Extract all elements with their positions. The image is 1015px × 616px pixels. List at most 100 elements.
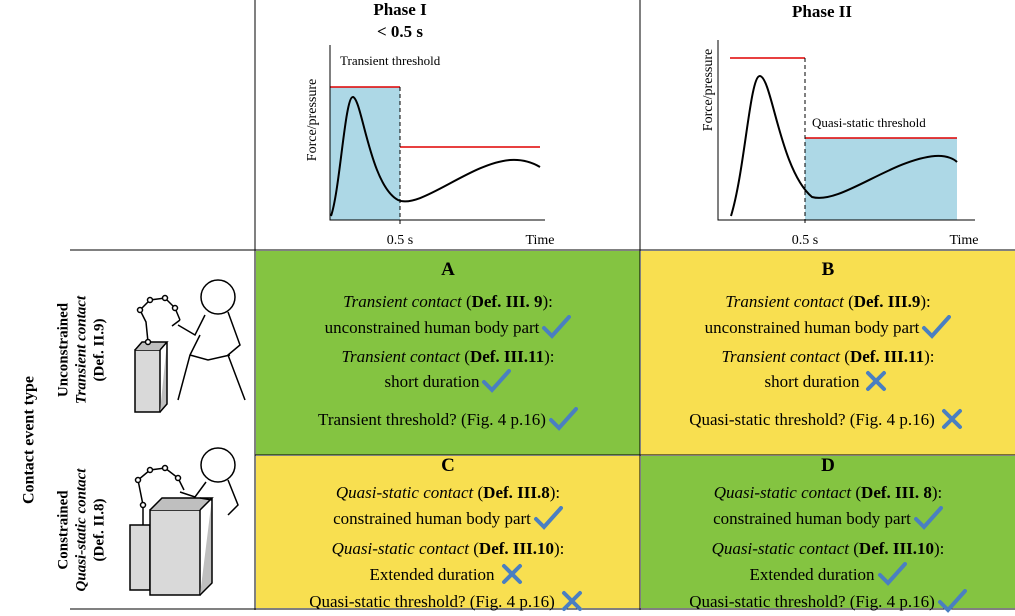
criterion-text: Extended duration: [369, 565, 494, 584]
text-line: Quasi-static threshold? (Fig. 4 p.16): [641, 589, 1015, 613]
check-mark: [533, 506, 563, 530]
criterion-text: short duration: [385, 372, 480, 391]
text-line: unconstrained human body part: [256, 315, 640, 339]
cell-letter: D: [641, 455, 1015, 477]
text-line: Transient contact (Def. III.11):: [256, 346, 640, 368]
criterion-text: unconstrained human body part: [705, 318, 920, 337]
text-line: constrained human body part: [641, 506, 1015, 530]
cell-letter: B: [641, 259, 1015, 281]
check-mark: [541, 315, 571, 339]
check-mark: [548, 407, 578, 431]
heading-part: Transient contact: [722, 347, 841, 366]
check-mark: [877, 562, 907, 586]
heading-part: Transient contact: [343, 292, 462, 311]
side-title: Contact event type: [21, 376, 38, 504]
row-label: Unconstrained: [55, 302, 71, 397]
x-tick-label: 0.5 s: [387, 233, 413, 248]
text-line: Quasi-static contact (Def. III.10):: [256, 538, 640, 560]
heading-part: Def. III.8: [483, 483, 550, 502]
y-axis-label: Force/pressure: [701, 49, 716, 131]
phase-title: Phase I: [373, 0, 427, 19]
criterion-text: Extended duration: [749, 565, 874, 584]
x-tick-label: 0.5 s: [792, 233, 818, 248]
text-line: Quasi-static threshold? (Fig. 4 p.16): [256, 589, 640, 613]
heading-part: Transient contact: [725, 292, 844, 311]
text-line: constrained human body part: [256, 506, 640, 530]
heading-part: ):: [932, 483, 942, 502]
heading-part: ):: [544, 347, 554, 366]
heading-part: Def. III.9: [854, 292, 921, 311]
criterion-text: Quasi-static threshold? (Fig. 4 p.16): [689, 410, 935, 429]
heading-part: (: [840, 347, 850, 366]
text-line: Extended duration: [641, 562, 1015, 586]
text-line: short duration: [641, 369, 1015, 393]
cell-letter: C: [256, 455, 640, 477]
heading-part: Def. III. 9: [472, 292, 543, 311]
text-line: Quasi-static contact (Def. III.8):: [256, 482, 640, 504]
check-mark: [921, 315, 951, 339]
heading-part: ):: [542, 292, 552, 311]
text-line: Quasi-static contact (Def. III.10):: [641, 538, 1015, 560]
row-label: Quasi-static contact: [73, 468, 89, 592]
heading-part: (: [462, 292, 472, 311]
cross-mark: [861, 369, 891, 393]
heading-part: Def. III.10: [479, 539, 554, 558]
icon-unconstrained: [135, 280, 245, 412]
check-mark: [913, 506, 943, 530]
text-line: Quasi-static threshold? (Fig. 4 p.16): [641, 407, 1015, 431]
text-line: Transient contact (Def. III.9):: [641, 291, 1015, 313]
row-label: (Def. II.9): [91, 319, 107, 382]
heading-part: ):: [924, 347, 934, 366]
check-mark: [937, 589, 967, 613]
text-line: Transient threshold? (Fig. 4 p.16): [256, 407, 640, 431]
x-axis-label: Time: [525, 233, 554, 248]
criterion-text: short duration: [765, 372, 860, 391]
y-axis-label: Force/pressure: [305, 79, 320, 161]
text-line: short duration: [256, 369, 640, 393]
heading-part: Quasi-static contact: [714, 483, 851, 502]
heading-part: Def. III.11: [850, 347, 924, 366]
criterion-text: Quasi-static threshold? (Fig. 4 p.16): [309, 592, 555, 611]
threshold-area: [805, 138, 957, 220]
heading-part: ):: [550, 483, 560, 502]
criterion-text: constrained human body part: [713, 509, 911, 528]
criterion-text: unconstrained human body part: [325, 318, 540, 337]
row-label: Transient contact: [73, 295, 89, 404]
heading-part: Quasi-static contact: [712, 539, 849, 558]
heading-part: Def. III. 8: [861, 483, 932, 502]
check-mark: [481, 369, 511, 393]
heading-part: Def. III.10: [859, 539, 934, 558]
threshold-label: Quasi-static threshold: [812, 115, 926, 130]
heading-part: ):: [934, 539, 944, 558]
text-line: unconstrained human body part: [641, 315, 1015, 339]
heading-part: (: [851, 483, 861, 502]
cross-mark: [497, 562, 527, 586]
figure: Phase I < 0.5 s Transient threshold Forc…: [0, 0, 1015, 616]
text-line: Extended duration: [256, 562, 640, 586]
heading-part: Transient contact: [342, 347, 461, 366]
icon-constrained: [130, 448, 238, 595]
criterion-text: Transient threshold? (Fig. 4 p.16): [318, 410, 546, 429]
heading-part: (: [473, 483, 483, 502]
phase-subtitle: < 0.5 s: [377, 22, 423, 41]
heading-part: (: [844, 292, 854, 311]
cross-mark: [937, 407, 967, 431]
criterion-text: constrained human body part: [333, 509, 531, 528]
cell-letter: A: [256, 259, 640, 281]
phase-title: Phase II: [792, 2, 852, 21]
text-line: Transient contact (Def. III. 9):: [256, 291, 640, 313]
x-axis-label: Time: [949, 233, 978, 248]
row-label: (Def. II.8): [91, 499, 107, 562]
text-line: Quasi-static contact (Def. III. 8):: [641, 482, 1015, 504]
heading-part: (: [849, 539, 859, 558]
cell: C Quasi-static contact (Def. III.8): const…: [256, 456, 640, 608]
text-line: Transient contact (Def. III.11):: [641, 346, 1015, 368]
heading-part: ):: [554, 539, 564, 558]
criterion-text: Quasi-static threshold? (Fig. 4 p.16): [689, 592, 935, 611]
heading-part: ):: [920, 292, 930, 311]
heading-part: Def. III.11: [470, 347, 544, 366]
row-label: Constrained: [55, 490, 71, 570]
